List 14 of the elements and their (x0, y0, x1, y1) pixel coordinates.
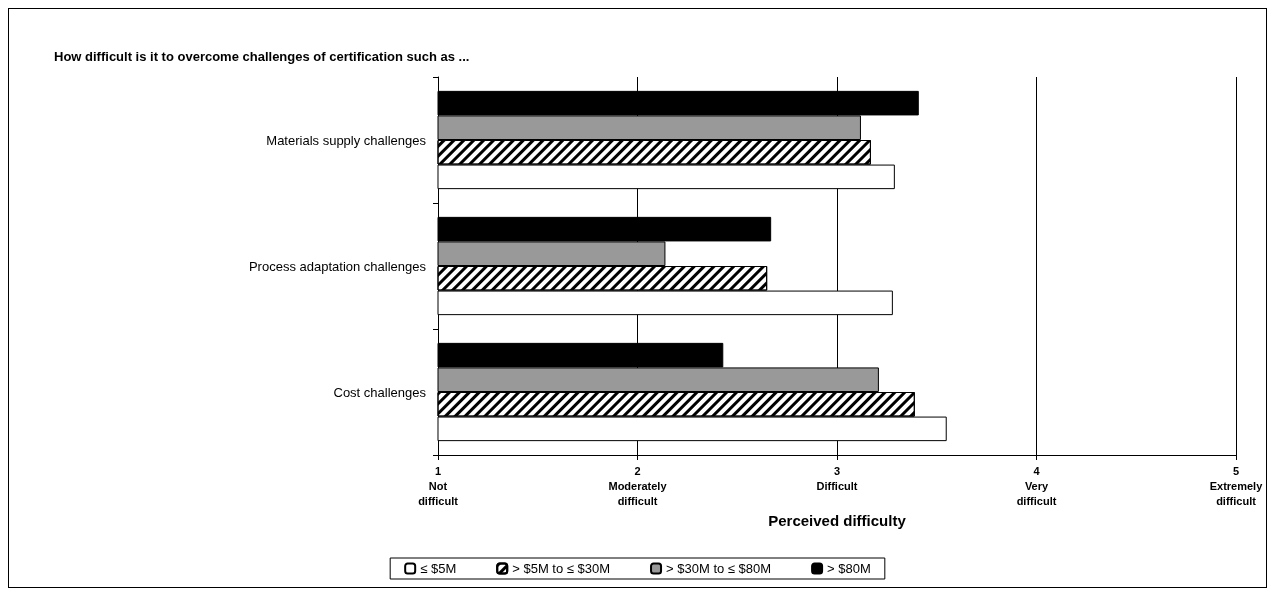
x-tick-label: 2 Moderately difficult (608, 464, 668, 507)
x-tick-label: 4 Very difficult (1016, 464, 1057, 507)
text: How difficult is it to overcome challenges of certification such as ... (54, 49, 470, 64)
y-tick-label: Process adaptation challenges (248, 258, 427, 274)
legend-label: > $30M to ≤ $80M (666, 561, 772, 576)
legend-label: > $5M to ≤ $30M (512, 561, 611, 576)
legend-label: > $80M (827, 561, 871, 576)
x-tick-label: 5 Extremely difficult (1209, 464, 1264, 507)
x-tick-label: 3 Difficult (816, 464, 858, 492)
y-tick-label: Materials supply challenges (266, 132, 427, 148)
y-tick-label: Cost challenges (333, 384, 427, 400)
x-axis-title: Perceived difficulty (768, 512, 907, 529)
x-tick-label: 1 Not difficult (418, 464, 459, 507)
legend-label: ≤ $5M (420, 561, 457, 576)
